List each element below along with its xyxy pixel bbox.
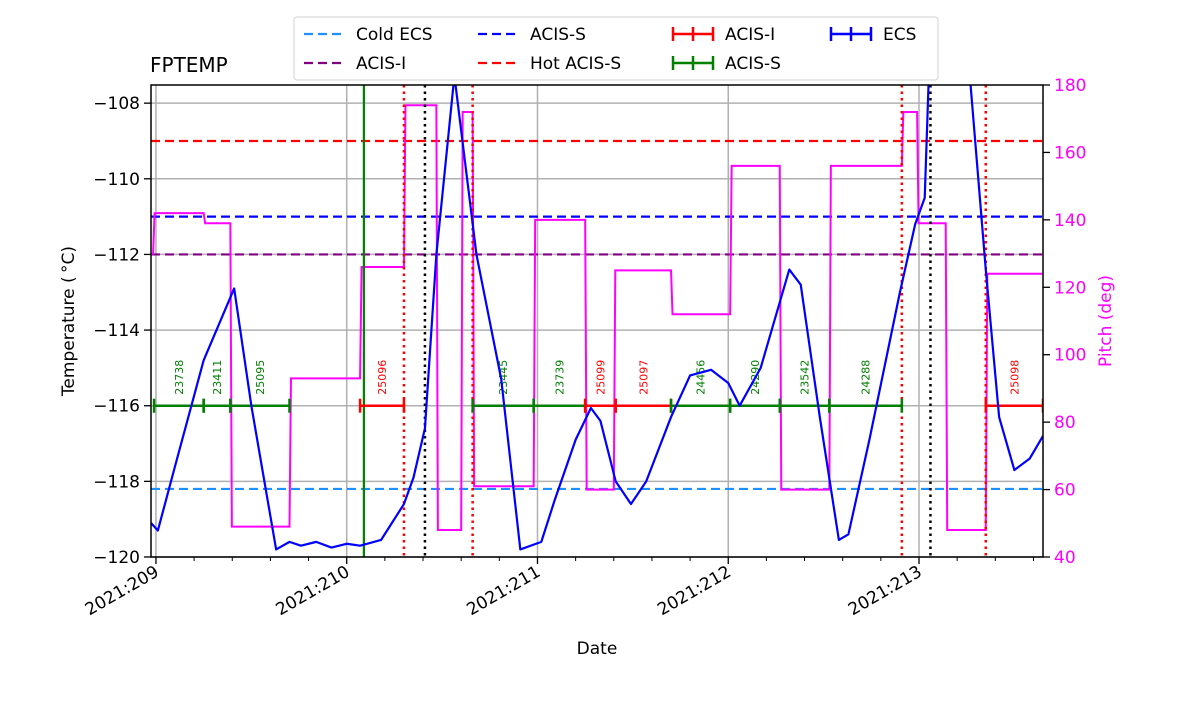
y-tick-label: −114 — [93, 321, 140, 341]
obsid-label: 23445 — [497, 360, 510, 395]
y-tick-label: −120 — [93, 548, 140, 568]
obsid-label: 25095 — [254, 360, 267, 395]
legend-entry: ACIS-S — [671, 54, 781, 74]
legend-entry: ACIS-S — [478, 25, 586, 45]
obsid-label: 23739 — [553, 360, 566, 395]
obsid-label: 24456 — [695, 360, 708, 395]
y-tick-label: −108 — [93, 94, 140, 114]
y2-tick-label: 140 — [1054, 211, 1086, 231]
chart-title: FPTEMP — [150, 53, 228, 77]
legend-label: ECS — [883, 25, 916, 45]
legend-label: ACIS-I — [725, 25, 775, 45]
legend-label: ACIS-S — [725, 54, 781, 74]
obsid-label: 23542 — [799, 360, 812, 395]
legend: Cold ECS ACIS-I ACIS-S Hot ACIS-S ACIS-I ACIS… — [293, 16, 939, 81]
legend-entry: Hot ACIS-S — [478, 54, 621, 74]
obsid-label: 25097 — [637, 360, 650, 395]
y2-axis-label: Pitch (deg) — [1096, 275, 1116, 367]
legend-entry: ACIS-I — [304, 54, 406, 74]
legend-label: ACIS-S — [530, 25, 586, 45]
y2-tick-label: 60 — [1054, 481, 1076, 501]
y2-tick-label: 180 — [1054, 76, 1086, 96]
y-tick-label: −118 — [93, 472, 140, 492]
plot-area: 23738 23411 25095 25096 23445 23739 25099 25097… — [151, 85, 1043, 557]
obsid-label: 23738 — [173, 360, 186, 395]
x-tick-label: 2021:211 — [463, 562, 544, 620]
y2-tick-label: 80 — [1054, 413, 1076, 433]
legend-label: Hot ACIS-S — [530, 54, 621, 74]
temperature-line — [151, 85, 1043, 551]
y-tick-label: −116 — [93, 397, 140, 417]
y2-tick-label: 40 — [1054, 548, 1076, 568]
x-tick-label: 2021:212 — [654, 562, 735, 620]
legend-label: ACIS-I — [356, 54, 406, 74]
obsid-label: 25098 — [1008, 360, 1021, 395]
legend-label: Cold ECS — [356, 25, 433, 45]
obsid-label: 23411 — [211, 360, 224, 395]
x-axis-label: Date — [577, 639, 618, 659]
y2-tick-label: 160 — [1054, 143, 1086, 163]
legend-entry: ECS — [829, 25, 916, 45]
grid — [151, 85, 1043, 558]
y-tick-label: −110 — [93, 170, 140, 190]
obsid-label: 25099 — [594, 360, 607, 395]
x-tick-label: 2021:213 — [845, 562, 926, 620]
x-tick-label: 2021:210 — [273, 562, 354, 620]
legend-entry: ACIS-I — [671, 25, 775, 45]
y2-tick-label: 100 — [1054, 346, 1086, 366]
plot-frame — [150, 84, 1044, 558]
legend-box — [293, 16, 939, 81]
x-tick-label: 2021:209 — [82, 562, 163, 620]
legend-entry: Cold ECS — [304, 25, 433, 45]
pitch-line — [151, 104, 1043, 532]
axes: 2021:209 2021:210 2021:211 2021:212 2021:213… — [82, 76, 1087, 620]
obsid-label: 25096 — [376, 360, 389, 395]
obsid-label: 24288 — [860, 360, 873, 395]
y2-tick-label: 120 — [1054, 278, 1086, 298]
y-axis-label: Temperature ( °C) — [59, 246, 79, 397]
y-tick-label: −112 — [93, 245, 140, 265]
